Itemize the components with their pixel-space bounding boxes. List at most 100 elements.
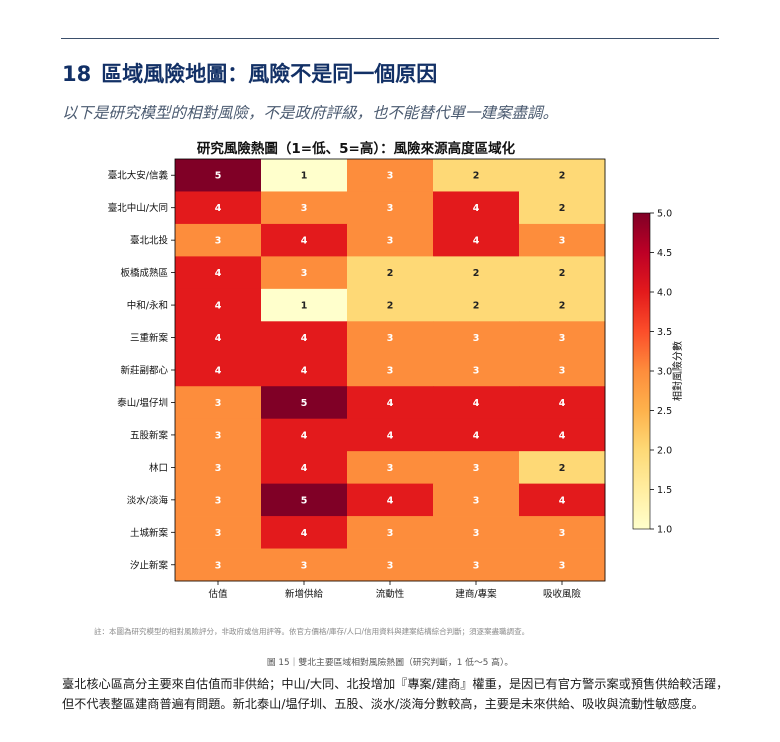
cell-value-label: 4 [387,430,394,441]
heatmap-cell [519,386,606,420]
cell-value-label: 3 [473,495,480,506]
cell-value-label: 3 [473,463,480,474]
cell-value-label: 4 [473,203,480,214]
cell-value-label: 3 [387,528,394,539]
heatmap-cell [175,516,262,549]
cell-value-label: 3 [215,495,222,506]
heatmap-cell [347,548,434,582]
heatmap-cell [433,353,520,387]
heatmap-cell-labels: 5 1 3 2 2 4 3 3 4 2 3 4 3 4 3 4 3 2 2 2 4 1 2 2 2 4 4 3 3 3 4 4 3 3 3 3 5 4 4 4… [215,171,566,572]
heatmap-cell [175,353,262,387]
cell-value-label: 2 [387,268,394,279]
heatmap-cell [175,191,262,225]
cell-value-label: 4 [215,301,222,312]
x-tick-label: 建商/專案 [455,588,497,600]
heatmap-cell [175,288,262,322]
heatmap-cell [433,386,520,420]
cell-value-label: 2 [473,171,480,182]
cell-value-label: 3 [215,236,222,247]
heatmap-cell [347,418,434,452]
heatmap-cell [519,483,606,517]
cell-value-label: 4 [215,203,222,214]
heatmap-cell [175,256,262,290]
heatmap-cell [175,418,262,452]
cell-value-label: 5 [301,398,308,409]
cell-value-label: 4 [559,430,566,441]
heatmap-cell [519,321,606,355]
heatmap-cell [261,256,348,290]
heatmap-cell [261,353,348,387]
heatmap-cell [433,256,520,290]
cell-value-label: 3 [559,560,566,571]
colorbar-tick-label: 3.5 [657,327,672,338]
heatmap-cell [175,386,262,420]
body-paragraph-line: 但不代表整區建商普遍有問題。新北泰山/塭仔圳、五股、淡水/淡海分數較高，主要是未… [62,697,704,711]
heatmap-cell [175,321,262,355]
heatmap-cells [175,159,606,582]
y-tick-label: 臺北中山/大同 [108,202,168,214]
heatmap-cell [433,548,520,582]
cell-value-label: 3 [473,560,480,571]
cell-value-label: 4 [559,495,566,506]
heatmap-cell [519,353,606,387]
y-tick-label: 新莊副都心 [120,365,168,377]
cell-value-label: 2 [559,171,566,182]
heatmap-cell [433,418,520,452]
heatmap-cell [519,256,606,290]
cell-value-label: 3 [387,171,394,182]
heatmap-cell [175,451,262,485]
heatmap-cell [261,159,348,192]
colorbar-tick-label: 3.0 [657,367,672,378]
figure-caption: 圖 15｜雙北主要區域相對風險熱圖（研究判斷，1 低～5 高）。 [266,658,514,668]
x-axis: 估值 新增供給 流動性 建商/專案 吸收風險 [208,581,581,600]
heatmap-cell [519,548,606,582]
cell-value-label: 4 [215,333,222,344]
heatmap-cell [433,321,520,355]
cell-value-label: 4 [301,236,308,247]
heatmap-cell [433,191,520,225]
cell-value-label: 3 [215,560,222,571]
heatmap-cell [261,418,348,452]
cell-value-label: 3 [473,333,480,344]
colorbar-label: 相對風險分數 [671,341,684,401]
heatmap-cell [433,451,520,485]
top-rule [61,38,719,39]
cell-value-label: 3 [473,366,480,377]
cell-value-label: 3 [387,560,394,571]
cell-value-label: 4 [559,398,566,409]
heatmap-cell [347,191,434,225]
cell-value-label: 3 [387,203,394,214]
cell-value-label: 2 [473,268,480,279]
x-tick-label: 流動性 [376,588,405,600]
cell-value-label: 2 [559,301,566,312]
cell-value-label: 3 [559,366,566,377]
y-tick-label: 臺北北投 [130,235,169,247]
cell-value-label: 4 [387,495,394,506]
colorbar-tick-label: 1.0 [657,525,672,536]
cell-value-label: 2 [387,301,394,312]
x-tick-label: 估值 [208,588,228,600]
colorbar-tick-label: 4.5 [657,248,672,259]
heatmap-cell [347,451,434,485]
heatmap-cell [519,516,606,549]
y-tick-label: 土城新案 [130,527,169,539]
chart-title: 研究風險熱圖（1=低、5=高）：風險來源高度區域化 [197,140,516,157]
colorbar [632,212,651,530]
colorbar-tick-label: 2.0 [657,446,672,457]
cell-value-label: 3 [559,236,566,247]
body-paragraph-line: 臺北核心區高分主要來自估值而非供給；中山/大同、北投增加『專案/建商』權重，是因… [62,677,729,691]
heatmap-cell [347,321,434,355]
cell-value-label: 4 [473,236,480,247]
cell-value-label: 2 [559,203,566,214]
cell-value-label: 3 [387,366,394,377]
heatmap-cell [175,548,262,582]
cell-value-label: 4 [301,430,308,441]
cell-value-label: 3 [387,463,394,474]
heatmap-cell [175,159,262,192]
section-heading: 18 區域風險地圖：風險不是同一個原因 [62,58,437,88]
colorbar-tick-label: 5.0 [657,209,672,220]
heatmap-cell [347,159,434,192]
cell-value-label: 2 [473,301,480,312]
heatmap-cell [261,451,348,485]
